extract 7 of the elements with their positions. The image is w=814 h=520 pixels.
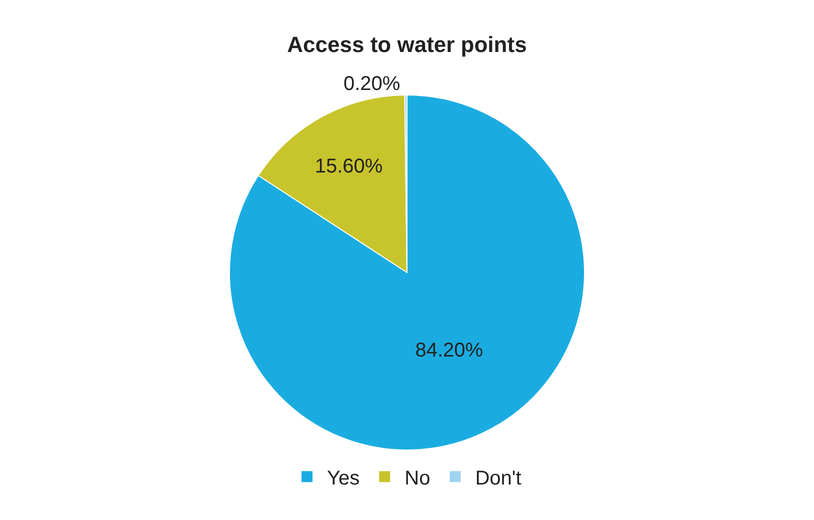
chart-title: Access to water points — [287, 32, 527, 57]
legend-label: Don't — [475, 467, 522, 490]
data-label: 15.60% — [314, 156, 383, 178]
legend-label: Yes — [327, 467, 360, 490]
data-label: 84.20% — [415, 340, 484, 362]
data-label: 0.20% — [343, 73, 400, 96]
legend-label: No — [404, 467, 430, 490]
